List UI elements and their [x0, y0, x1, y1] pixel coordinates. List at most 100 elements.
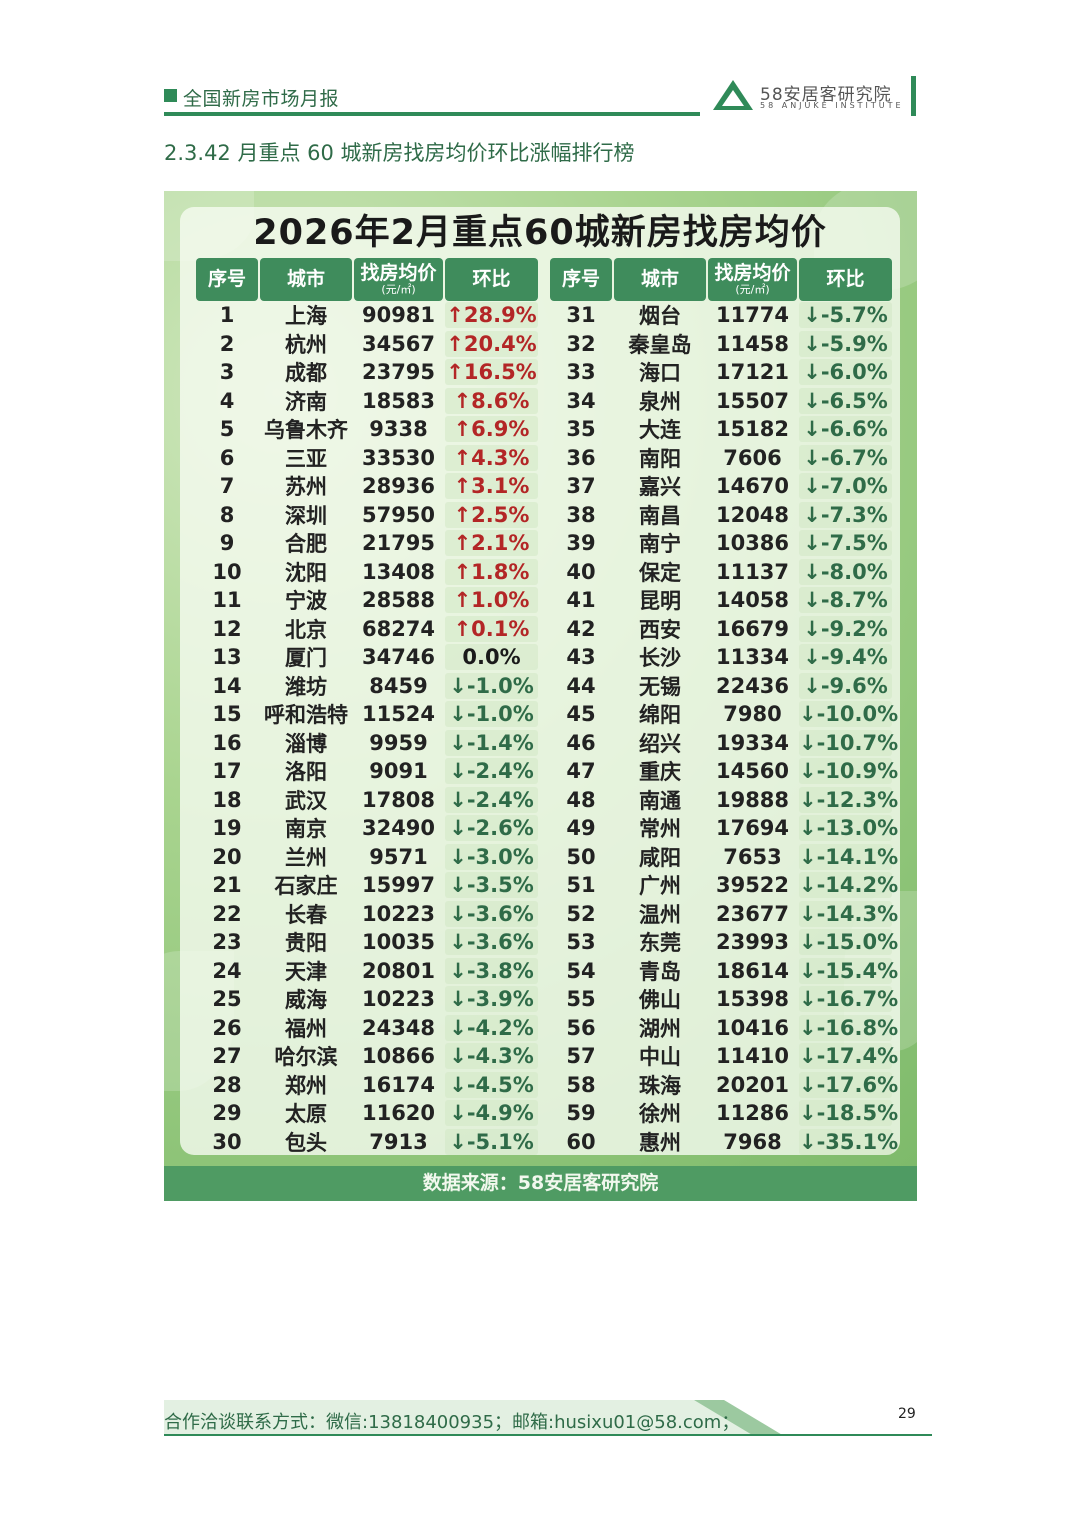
header-city: 城市 [260, 258, 352, 301]
city-cell: 惠州 [639, 1130, 681, 1155]
header-rank: 序号 [196, 258, 258, 301]
price-cell: 13408 [361, 559, 436, 584]
report-title: 全国新房市场月报 [183, 88, 340, 110]
ranking-table-left: 序号 城市 找房均价 (元/㎡) 环比 1 上海 90981 ↑28.9% 2 杭州 345… [196, 258, 540, 1156]
change-cell: 0.0% [445, 644, 538, 671]
change-cell: ↓-35.1% [799, 1128, 899, 1155]
rank-cell: 15 [212, 702, 242, 727]
table-row: 3 成都 23795 ↑16.5% [196, 358, 540, 387]
rank-cell: 35 [566, 417, 596, 442]
city-cell: 厦门 [285, 646, 327, 671]
footer-rule [164, 1434, 932, 1436]
price-cell: 39522 [715, 873, 790, 898]
rank-cell: 17 [212, 759, 242, 784]
header-price-unit: (元/㎡) [735, 282, 770, 296]
table-row: 45 绵阳 7980 ↓-10.0% [550, 700, 898, 729]
change-cell: ↓-8.7% [799, 587, 892, 614]
table-row: 38 南昌 12048 ↓-7.3% [550, 501, 894, 530]
header-rank: 序号 [550, 258, 612, 301]
table-row: 26 福州 24348 ↓-4.2% [196, 1014, 540, 1043]
price-cell: 17808 [361, 787, 436, 812]
city-cell: 济南 [285, 389, 327, 414]
price-cell: 34746 [361, 645, 436, 670]
price-cell: 16679 [715, 616, 790, 641]
price-cell: 32490 [361, 816, 436, 841]
rank-cell: 42 [566, 616, 596, 641]
table-header: 序号 城市 找房均价 (元/㎡) 环比 [196, 258, 540, 301]
change-cell: ↓-2.6% [445, 815, 538, 842]
change-cell: ↓-1.0% [445, 701, 538, 728]
city-cell: 上海 [285, 304, 327, 329]
city-cell: 湖州 [639, 1016, 681, 1041]
price-cell: 10035 [361, 930, 436, 955]
header-price-unit: (元/㎡) [381, 282, 416, 296]
change-cell: ↓-3.8% [445, 957, 538, 984]
table-row: 21 石家庄 15997 ↓-3.5% [196, 871, 540, 900]
table-row: 9 合肥 21795 ↑2.1% [196, 529, 540, 558]
rank-cell: 2 [219, 331, 235, 356]
table-row: 25 威海 10223 ↓-3.9% [196, 985, 540, 1014]
change-cell: ↓-6.6% [799, 416, 892, 443]
price-cell: 10223 [361, 901, 436, 926]
rank-cell: 39 [566, 531, 596, 556]
change-cell: ↓-14.3% [799, 900, 899, 927]
city-cell: 青岛 [639, 959, 681, 984]
rank-cell: 33 [566, 360, 596, 385]
city-cell: 常州 [639, 817, 681, 842]
header-price: 找房均价 (元/㎡) [354, 258, 443, 301]
header-price-label: 找房均价 [714, 261, 791, 284]
price-cell: 11458 [715, 331, 790, 356]
table-row: 13 厦门 34746 0.0% [196, 643, 540, 672]
city-cell: 大连 [639, 418, 681, 443]
price-cell: 15997 [361, 873, 436, 898]
change-cell: ↓-5.1% [445, 1128, 538, 1155]
table-row: 35 大连 15182 ↓-6.6% [550, 415, 894, 444]
header-price: 找房均价 (元/㎡) [708, 258, 797, 301]
table-row: 5 乌鲁木齐 9338 ↑6.9% [196, 415, 540, 444]
city-cell: 南宁 [639, 532, 681, 557]
city-cell: 广州 [639, 874, 681, 899]
table-row: 40 保定 11137 ↓-8.0% [550, 558, 894, 587]
header-city: 城市 [614, 258, 706, 301]
table-row: 57 中山 11410 ↓-17.4% [550, 1042, 898, 1071]
city-cell: 温州 [639, 902, 681, 927]
price-cell: 34567 [361, 331, 436, 356]
price-cell: 11524 [361, 702, 436, 727]
city-cell: 苏州 [285, 475, 327, 500]
table-row: 33 海口 17121 ↓-6.0% [550, 358, 894, 387]
price-cell: 23677 [715, 901, 790, 926]
change-cell: ↓-1.0% [445, 672, 538, 699]
price-cell: 7913 [369, 1129, 428, 1154]
city-cell: 哈尔滨 [274, 1045, 338, 1070]
city-cell: 昆明 [639, 589, 681, 614]
rank-cell: 21 [212, 873, 242, 898]
change-cell: ↓-18.5% [799, 1100, 899, 1127]
rank-cell: 6 [219, 445, 235, 470]
rank-cell: 52 [566, 901, 596, 926]
price-cell: 10866 [361, 1044, 436, 1069]
price-cell: 9338 [369, 417, 428, 442]
table-row: 56 湖州 10416 ↓-16.8% [550, 1014, 898, 1043]
table-row: 16 淄博 9959 ↓-1.4% [196, 729, 540, 758]
table-row: 49 常州 17694 ↓-13.0% [550, 814, 899, 843]
change-cell: ↓-10.9% [799, 758, 899, 785]
city-cell: 南昌 [639, 503, 681, 528]
city-cell: 咸阳 [639, 845, 681, 870]
change-cell: ↓-6.5% [799, 387, 892, 414]
rank-cell: 57 [566, 1044, 596, 1069]
city-cell: 郑州 [285, 1073, 327, 1098]
table-row: 36 南阳 7606 ↓-6.7% [550, 444, 894, 473]
price-cell: 15507 [715, 388, 790, 413]
rank-cell: 27 [212, 1044, 242, 1069]
logo-en-text: 58 ANJUKE INSTITUTE [760, 101, 904, 110]
change-cell: ↓-5.9% [799, 330, 892, 357]
change-cell: ↓-7.0% [799, 473, 892, 500]
city-cell: 兰州 [285, 845, 327, 870]
rank-cell: 38 [566, 502, 596, 527]
table-row: 51 广州 39522 ↓-14.2% [550, 871, 898, 900]
city-cell: 无锡 [639, 674, 681, 699]
change-cell: ↓-13.0% [799, 815, 899, 842]
city-cell: 合肥 [285, 532, 327, 557]
header-rule [164, 112, 700, 116]
ranking-table-right: 序号 城市 找房均价 (元/㎡) 环比 31 烟台 11774 ↓-5.7% 32 秦皇岛… [550, 258, 899, 1156]
